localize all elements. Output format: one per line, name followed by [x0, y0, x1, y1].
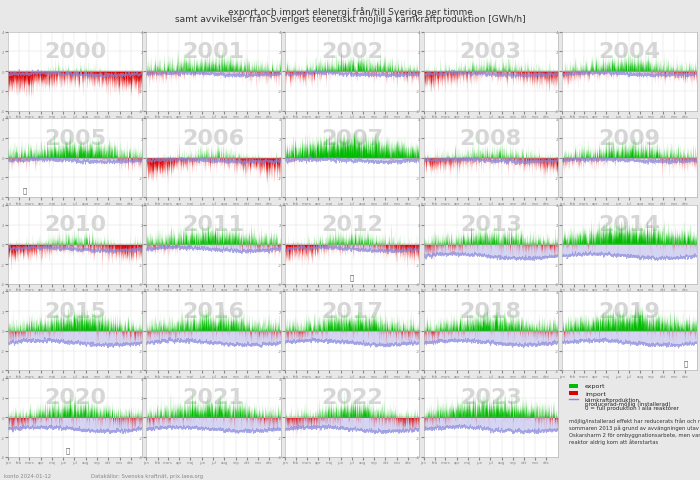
Text: konto 2024-01-12: konto 2024-01-12	[4, 473, 50, 478]
Text: möjlig/installerad effekt har reducerats från och med: möjlig/installerad effekt har reducerats…	[569, 418, 700, 423]
Text: 🪦: 🪦	[684, 360, 688, 367]
Text: 2005: 2005	[44, 129, 106, 148]
Text: 2006: 2006	[183, 129, 244, 148]
Text: 2018: 2018	[460, 301, 522, 321]
Text: 2014: 2014	[598, 215, 660, 235]
Text: 🪦: 🪦	[66, 446, 70, 453]
Text: kärnkraftproduktion,: kärnkraftproduktion,	[585, 397, 642, 402]
Text: 2010: 2010	[44, 215, 106, 235]
Text: 2004: 2004	[598, 42, 660, 62]
Text: 2012: 2012	[321, 215, 383, 235]
Text: Oskarsharm 2 för ombyggnationsarbete, men vars: Oskarsharm 2 för ombyggnationsarbete, me…	[569, 432, 700, 437]
Text: 2009: 2009	[598, 129, 660, 148]
Text: 🪦: 🪦	[350, 274, 354, 280]
Text: reaktor aldrig kom att återstartas: reaktor aldrig kom att återstartas	[569, 439, 658, 444]
Bar	[569, 391, 578, 396]
Text: export: export	[585, 384, 606, 389]
Text: producerad-möjlig (installerad): producerad-möjlig (installerad)	[585, 401, 671, 406]
Text: 2023: 2023	[460, 388, 522, 408]
Text: 2021: 2021	[183, 388, 244, 408]
Text: 2011: 2011	[183, 215, 244, 235]
Text: 2013: 2013	[460, 215, 522, 235]
Text: import: import	[585, 391, 606, 396]
Text: 2016: 2016	[183, 301, 244, 321]
Text: 2000: 2000	[44, 42, 106, 62]
Text: 2022: 2022	[321, 388, 383, 408]
Text: 2003: 2003	[460, 42, 522, 62]
Text: 2001: 2001	[183, 42, 244, 62]
Text: 🪦: 🪦	[23, 187, 27, 194]
Text: Datakällor: Svenska kraftnät, prix.laea.org: Datakällor: Svenska kraftnät, prix.laea.…	[91, 473, 203, 478]
Text: 2015: 2015	[44, 301, 106, 321]
Text: export och import elenergi från/till Sverige per timme: export och import elenergi från/till Sve…	[228, 7, 472, 17]
Bar	[569, 384, 578, 388]
Text: 2002: 2002	[321, 42, 383, 62]
Text: 2020: 2020	[44, 388, 106, 408]
Text: 2008: 2008	[460, 129, 522, 148]
Text: 2007: 2007	[321, 129, 383, 148]
Text: 0 = full produktion i alla reaktorer: 0 = full produktion i alla reaktorer	[585, 405, 679, 410]
Text: sommaren 2013 på grund av avvängningen utav: sommaren 2013 på grund av avvängningen u…	[569, 425, 699, 431]
Text: 2017: 2017	[321, 301, 383, 321]
Text: samt avvikelser från Sveriges teoretiskt möjliga kärnkraftproduktion [GWh/h]: samt avvikelser från Sveriges teoretiskt…	[175, 14, 525, 24]
Text: 2019: 2019	[598, 301, 660, 321]
